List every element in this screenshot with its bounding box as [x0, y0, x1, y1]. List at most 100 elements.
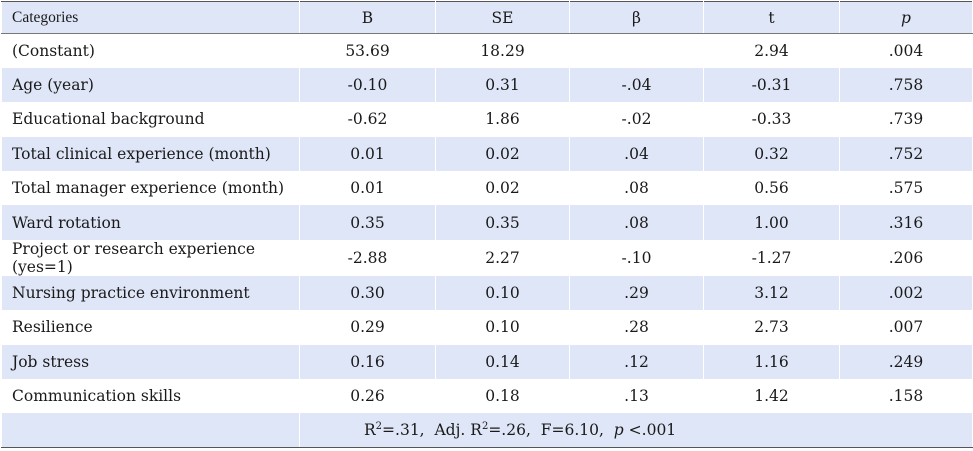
cell-beta: .28	[569, 310, 704, 345]
table-row: Educational background -0.62 1.86 -.02 -…	[1, 102, 973, 137]
cell-beta: .13	[569, 379, 704, 414]
cell-p: .752	[839, 136, 973, 172]
header-categories: Categories	[1, 1, 300, 34]
r2-superscript: 2	[375, 421, 383, 433]
header-b: B	[299, 1, 436, 34]
summary-empty-cell	[1, 413, 300, 449]
table-row: Total clinical experience (month) 0.01 0…	[1, 136, 973, 172]
header-row: Categories B SE β t p	[1, 1, 973, 34]
cell-p: .758	[839, 67, 973, 103]
cell-b: 0.01	[299, 136, 436, 172]
cell-beta: .08	[569, 205, 704, 240]
cell-t: 0.56	[703, 171, 840, 206]
adj-r2-value: =.26,	[488, 421, 531, 440]
cell-category: Communication skills	[1, 379, 300, 414]
table-row: Age (year) -0.10 0.31 -.04 -0.31 .758	[1, 67, 973, 103]
cell-se: 0.10	[435, 275, 570, 311]
cell-beta	[569, 33, 704, 68]
p-value: <.001	[628, 421, 677, 440]
cell-category: Total manager experience (month)	[1, 171, 300, 206]
cell-t: -1.27	[703, 239, 840, 276]
cell-b: -0.62	[299, 102, 436, 137]
cell-b: -0.10	[299, 67, 436, 103]
r2-label: R	[364, 421, 376, 440]
header-beta: β	[569, 1, 704, 34]
cell-t: 2.94	[703, 33, 840, 68]
cell-beta: .04	[569, 136, 704, 172]
cell-p: .249	[839, 344, 973, 380]
cell-b: 0.35	[299, 205, 436, 240]
cell-se: 0.02	[435, 136, 570, 172]
cell-t: 0.32	[703, 136, 840, 172]
cell-p: .002	[839, 275, 973, 311]
cell-se: 0.14	[435, 344, 570, 380]
cell-se: 1.86	[435, 102, 570, 137]
cell-category: Ward rotation	[1, 205, 300, 240]
cell-category: Nursing practice environment	[1, 275, 300, 311]
cell-category: Total clinical experience (month)	[1, 136, 300, 172]
header-p: p	[839, 1, 973, 34]
table-row: (Constant) 53.69 18.29 2.94 .004	[1, 33, 973, 68]
cell-se: 2.27	[435, 239, 570, 276]
f-statistic: F=6.10,	[540, 421, 604, 440]
cell-t: 3.12	[703, 275, 840, 311]
cell-t: -0.33	[703, 102, 840, 137]
table-row: Total manager experience (month) 0.01 0.…	[1, 171, 973, 206]
table-row: Nursing practice environment 0.30 0.10 .…	[1, 275, 973, 311]
table-body: (Constant) 53.69 18.29 2.94 .004 Age (ye…	[1, 33, 973, 449]
table-header: Categories B SE β t p	[1, 1, 973, 34]
table-row: Job stress 0.16 0.14 .12 1.16 .249	[1, 344, 973, 380]
cell-category: Project or research experience (yes=1)	[1, 239, 300, 276]
cell-p: .004	[839, 33, 973, 68]
cell-t: 1.00	[703, 205, 840, 240]
table-row: Project or research experience (yes=1) -…	[1, 239, 973, 276]
table-row: Ward rotation 0.35 0.35 .08 1.00 .316	[1, 205, 973, 240]
header-t: t	[703, 1, 840, 34]
cell-se: 0.10	[435, 310, 570, 345]
cell-se: 18.29	[435, 33, 570, 68]
summary-row: R2=.31, Adj. R2=.26, F=6.10, p <.001	[1, 413, 973, 449]
cell-category: Resilience	[1, 310, 300, 345]
cell-category: Age (year)	[1, 67, 300, 103]
cell-p: .575	[839, 171, 973, 206]
cell-beta: .08	[569, 171, 704, 206]
cell-category: Educational background	[1, 102, 300, 137]
header-se: SE	[435, 1, 570, 34]
cell-b: 0.26	[299, 379, 436, 414]
cell-t: 2.73	[703, 310, 840, 345]
table-row: Resilience 0.29 0.10 .28 2.73 .007	[1, 310, 973, 345]
cell-b: 0.01	[299, 171, 436, 206]
cell-beta: -.10	[569, 239, 704, 276]
cell-se: 0.02	[435, 171, 570, 206]
cell-b: 0.16	[299, 344, 436, 380]
cell-p: .007	[839, 310, 973, 345]
cell-p: .739	[839, 102, 973, 137]
model-summary: R2=.31, Adj. R2=.26, F=6.10, p <.001	[299, 413, 973, 449]
cell-b: 0.30	[299, 275, 436, 311]
p-label: p	[613, 421, 624, 440]
cell-category: (Constant)	[1, 33, 300, 68]
cell-b: 0.29	[299, 310, 436, 345]
cell-t: 1.16	[703, 344, 840, 380]
cell-beta: -.04	[569, 67, 704, 103]
cell-se: 0.35	[435, 205, 570, 240]
cell-p: .206	[839, 239, 973, 276]
cell-t: 1.42	[703, 379, 840, 414]
cell-category: Job stress	[1, 344, 300, 380]
cell-beta: .12	[569, 344, 704, 380]
cell-p: .158	[839, 379, 973, 414]
cell-b: -2.88	[299, 239, 436, 276]
adj-r2-label: Adj. R	[434, 421, 482, 440]
cell-se: 0.31	[435, 67, 570, 103]
cell-se: 0.18	[435, 379, 570, 414]
cell-b: 53.69	[299, 33, 436, 68]
cell-beta: -.02	[569, 102, 704, 137]
cell-beta: .29	[569, 275, 704, 311]
cell-p: .316	[839, 205, 973, 240]
table-row: Communication skills 0.26 0.18 .13 1.42 …	[1, 379, 973, 414]
r2-value: =.31,	[382, 421, 425, 440]
adj-r2-superscript: 2	[481, 421, 489, 433]
cell-t: -0.31	[703, 67, 840, 103]
